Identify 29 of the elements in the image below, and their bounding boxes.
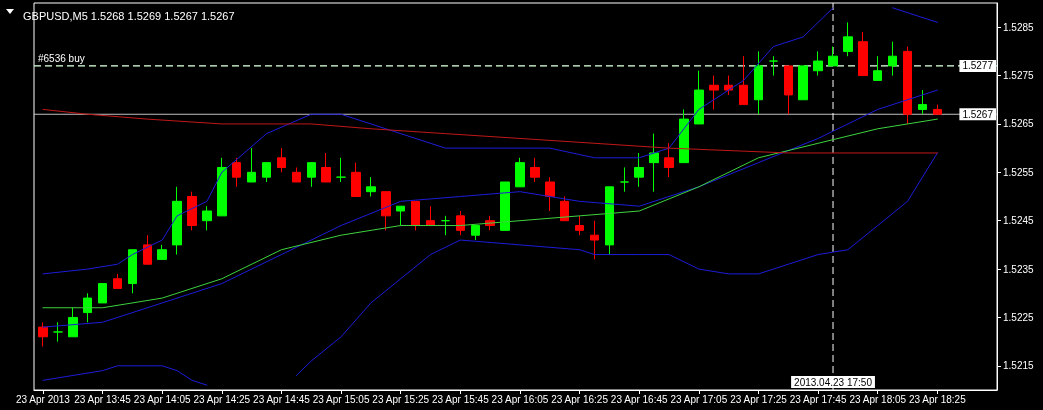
x-tick-label: 23 Apr 17:05 <box>670 393 728 405</box>
y-tick-label: 1.5255 <box>1003 166 1035 178</box>
x-tick-label: 23 Apr 17:45 <box>789 393 847 405</box>
x-tick-label: 23 Apr 14:05 <box>133 393 191 405</box>
y-tick-label: 1.5265 <box>1003 118 1035 130</box>
x-tick-label: 23 Apr 13:45 <box>74 393 132 405</box>
x-tick-label: 23 Apr 15:45 <box>431 393 490 405</box>
x-tick-label: 23 Apr 16:05 <box>491 393 549 405</box>
x-tick-label: 23 Apr 18:05 <box>849 393 907 405</box>
x-tick-label: 23 Apr 16:25 <box>551 393 609 405</box>
y-tick-label: 1.5275 <box>1003 70 1035 82</box>
y-tick-label: 1.5225 <box>1003 311 1035 323</box>
y-tick-label: 1.5235 <box>1003 263 1035 275</box>
x-tick-label: 23 Apr 15:25 <box>372 393 430 405</box>
y-tick-label: 1.5245 <box>1003 215 1035 227</box>
ref-line-label: 1.5267 <box>962 108 994 120</box>
y-tick-label: 1.5215 <box>1003 360 1035 372</box>
x-tick-label: 23 Apr 15:05 <box>312 393 370 405</box>
y-tick-label: 1.5285 <box>1003 21 1035 33</box>
ref-line-label: #6536 buy <box>38 53 85 65</box>
text: GBPUSD,M5 1.5268 1.5269 1.5267 1.5267 <box>23 9 235 22</box>
x-tick-label: 23 Apr 14:45 <box>253 393 311 405</box>
x-tick-label: 23 Apr 16:45 <box>610 393 669 405</box>
x-tick-label: 23 Apr 18:25 <box>909 393 967 405</box>
x-tick-label: 23 Apr 17:25 <box>730 393 788 405</box>
ref-line-label: 2013.04.23 17:50 <box>794 376 873 388</box>
ref-line-label: 1.5277 <box>962 60 994 72</box>
x-tick-label: 23 Apr 2013 <box>15 393 71 405</box>
x-tick-label: 23 Apr 14:25 <box>193 393 251 405</box>
